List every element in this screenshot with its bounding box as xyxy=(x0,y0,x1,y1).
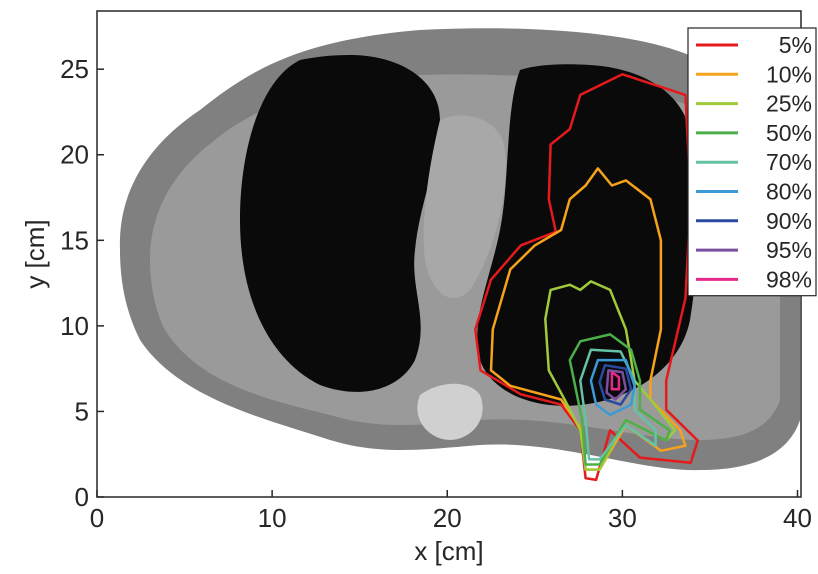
y-tick-label: 15 xyxy=(60,225,89,255)
contours xyxy=(474,73,699,482)
ct-lung-left xyxy=(477,64,698,406)
y-tick-label: 25 xyxy=(60,54,89,84)
y-tick-label: 10 xyxy=(60,311,89,341)
isodose-contour xyxy=(589,358,636,417)
legend-label: 90% xyxy=(766,208,812,234)
ct-spine xyxy=(417,383,483,440)
y-tick-label: 20 xyxy=(60,140,89,170)
y-tick-label: 0 xyxy=(75,482,89,512)
axes-layer: 0 10 20 30 40 0 5 10 15 20 25 xyxy=(60,54,812,533)
legend-label: 10% xyxy=(766,61,812,87)
isodose-contour xyxy=(568,333,671,466)
legend-label: 50% xyxy=(766,120,812,146)
x-tick-label: 20 xyxy=(433,503,462,533)
legend-label: 25% xyxy=(766,91,812,117)
legend-label: 95% xyxy=(766,237,812,263)
isodose-contour xyxy=(598,363,633,406)
y-axis-label: y [cm] xyxy=(20,219,50,288)
isodose-contour xyxy=(544,280,677,471)
isodose-contour xyxy=(610,370,621,391)
legend: 5% 10% 25% 50% 70% 80% 90% 95% 98% xyxy=(687,27,817,297)
ct-mediastinum xyxy=(423,115,506,299)
x-tick-label: 30 xyxy=(608,503,637,533)
y-tick-label: 5 xyxy=(75,396,89,426)
legend-label: 80% xyxy=(766,179,812,205)
legend-label: 5% xyxy=(779,32,812,58)
x-tick-label: 10 xyxy=(258,503,287,533)
isodose-contour xyxy=(605,369,628,401)
ct-lung-right xyxy=(240,55,440,392)
legend-label: 70% xyxy=(766,149,812,175)
x-tick-label: 0 xyxy=(90,503,104,533)
x-axis-label: x [cm] xyxy=(414,536,483,566)
x-tick-label: 40 xyxy=(783,503,812,533)
legend-label: 98% xyxy=(766,266,812,292)
